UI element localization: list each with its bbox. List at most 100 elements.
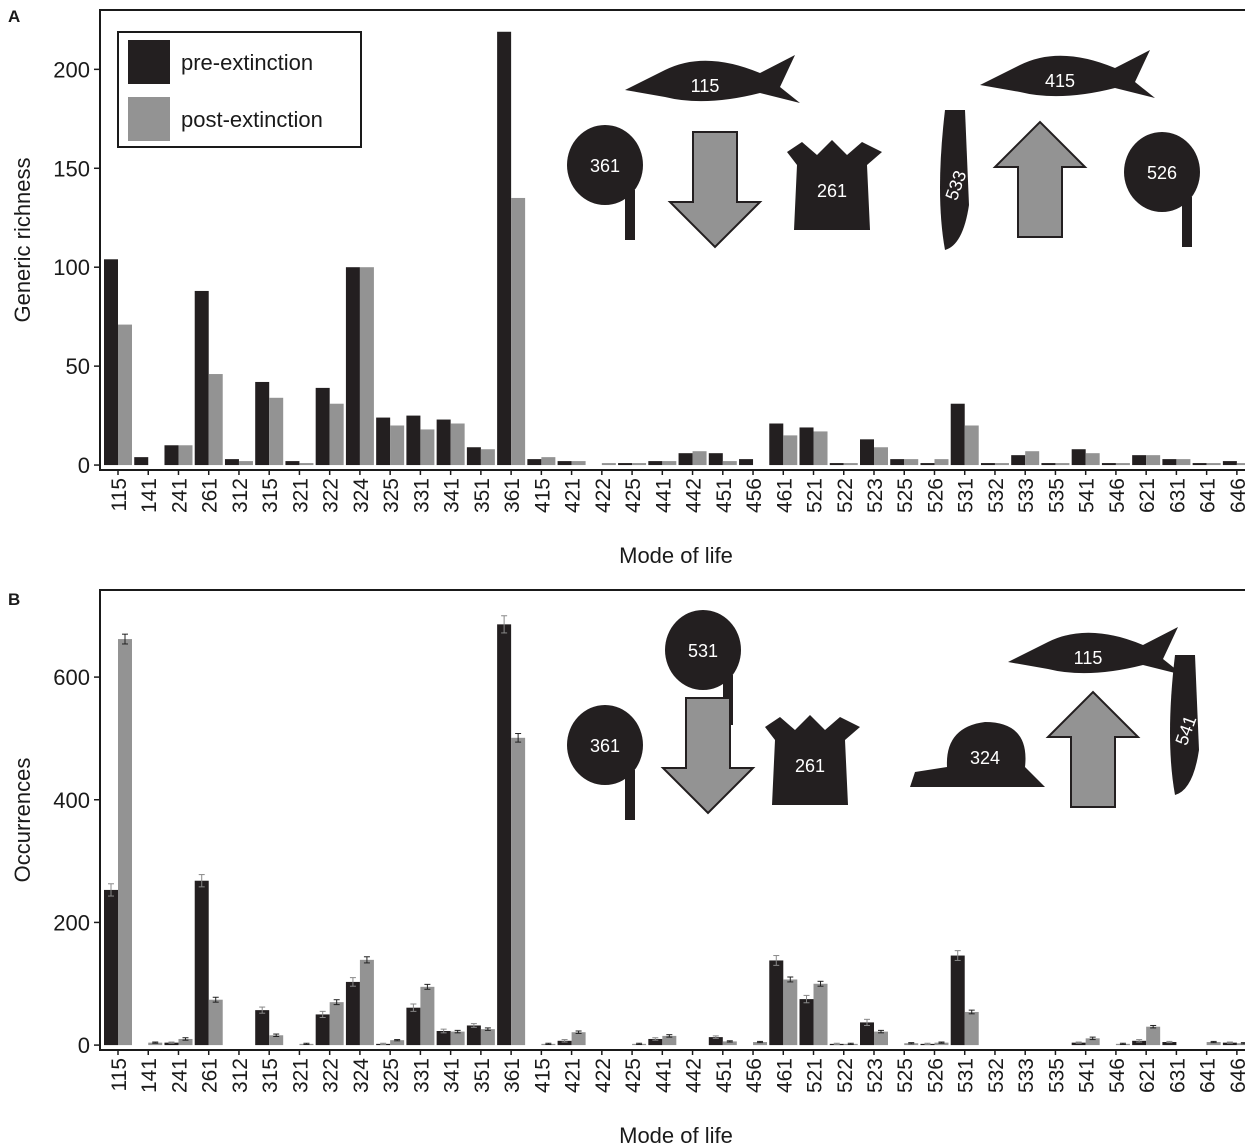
- x-tick-label: 621: [1136, 478, 1159, 513]
- x-axis-label: Mode of life: [619, 1123, 733, 1145]
- bar: [527, 459, 541, 465]
- silhouette: 541: [1170, 655, 1200, 795]
- arrow: [995, 122, 1085, 237]
- x-tick-label: 525: [894, 1058, 917, 1093]
- y-tick-label: 100: [53, 255, 90, 280]
- x-tick-label: 521: [804, 1058, 827, 1093]
- silhouette-label: 115: [691, 76, 720, 96]
- bar: [572, 461, 586, 465]
- bar: [965, 1012, 979, 1045]
- x-tick-label: 441: [652, 1058, 675, 1093]
- bar: [662, 461, 676, 465]
- bar: [467, 447, 481, 465]
- x-tick-label: 646: [1227, 478, 1245, 513]
- x-tick-label: 422: [592, 478, 615, 513]
- silhouette-shape: [625, 770, 635, 820]
- bar: [860, 439, 874, 465]
- page: A050100150200Generic richnessMode of lif…: [0, 0, 1245, 1145]
- bar: [1102, 463, 1116, 465]
- x-tick-label: 522: [834, 478, 857, 513]
- bar: [451, 1032, 465, 1045]
- bar: [602, 463, 616, 465]
- bar: [814, 984, 828, 1045]
- bar: [1176, 459, 1190, 465]
- bar: [965, 425, 979, 465]
- bar: [618, 463, 632, 465]
- bar: [874, 447, 888, 465]
- x-tick-label: 646: [1227, 1058, 1245, 1093]
- error-bar: [1076, 1042, 1082, 1043]
- bar: [541, 457, 555, 465]
- bar: [769, 424, 783, 466]
- silhouette-label: 324: [970, 748, 1000, 768]
- x-tick-label: 521: [804, 478, 827, 513]
- x-tick-label: 456: [743, 478, 766, 513]
- x-tick-label: 324: [350, 478, 373, 513]
- x-tick-label: 241: [168, 1058, 191, 1093]
- bar: [981, 463, 995, 465]
- bar: [648, 461, 662, 465]
- bar: [330, 404, 344, 465]
- bar: [467, 1025, 481, 1045]
- y-axis-label: Occurrences: [10, 758, 35, 883]
- bar: [1025, 451, 1039, 465]
- bar: [104, 259, 118, 465]
- x-tick-label: 442: [683, 1058, 706, 1093]
- arrow: [663, 698, 753, 813]
- silhouette-shape: [1182, 197, 1192, 247]
- x-tick-label: 312: [229, 1058, 252, 1093]
- x-tick-label: 541: [1076, 1058, 1099, 1093]
- x-tick-label: 361: [501, 1058, 524, 1093]
- bar: [1146, 455, 1160, 465]
- legend-label: pre-extinction: [181, 50, 313, 75]
- figure: A050100150200Generic richnessMode of lif…: [0, 0, 1245, 1145]
- x-tick-label: 451: [713, 478, 736, 513]
- bar: [209, 1000, 223, 1045]
- y-tick-label: 200: [53, 57, 90, 82]
- x-tick-label: 533: [1015, 478, 1038, 513]
- panel-label: A: [8, 7, 20, 26]
- x-tick-label: 641: [1197, 478, 1220, 513]
- bar: [783, 979, 797, 1045]
- x-tick-label: 361: [501, 478, 524, 513]
- x-tick-label: 535: [1045, 1058, 1068, 1093]
- bar: [497, 32, 511, 465]
- bar: [739, 459, 753, 465]
- bar: [239, 461, 253, 465]
- silhouette-label: 526: [1147, 163, 1177, 183]
- arrow: [670, 132, 760, 247]
- x-tick-label: 115: [108, 1058, 131, 1091]
- x-tick-label: 422: [592, 1058, 615, 1093]
- bar: [195, 881, 209, 1045]
- x-tick-label: 531: [955, 478, 978, 513]
- x-tick-label: 312: [229, 478, 252, 513]
- legend-swatch: [128, 40, 170, 84]
- x-tick-label: 523: [864, 478, 887, 513]
- bar: [830, 463, 844, 465]
- bar: [104, 890, 118, 1045]
- bar: [1223, 461, 1237, 465]
- silhouette: 115: [625, 55, 800, 103]
- x-tick-label: 532: [985, 1058, 1008, 1093]
- x-tick-label: 526: [924, 1058, 947, 1093]
- x-tick-label: 425: [622, 478, 645, 513]
- panel-label: B: [8, 590, 20, 609]
- y-tick-label: 600: [53, 665, 90, 690]
- y-tick-label: 0: [78, 1033, 90, 1058]
- x-tick-label: 631: [1166, 478, 1189, 513]
- x-tick-label: 425: [622, 1058, 645, 1093]
- x-tick-label: 421: [562, 478, 585, 513]
- x-tick-label: 525: [894, 478, 917, 513]
- bar: [1011, 455, 1025, 465]
- silhouette: 324: [910, 722, 1045, 787]
- y-tick-label: 400: [53, 788, 90, 813]
- x-tick-label: 535: [1045, 478, 1068, 513]
- bar: [178, 445, 192, 465]
- bar: [330, 1002, 344, 1045]
- bar: [360, 267, 374, 465]
- bar: [1116, 463, 1130, 465]
- error-bar: [152, 1042, 158, 1043]
- bar: [1041, 463, 1055, 465]
- bar: [134, 457, 148, 465]
- error-bar: [1227, 1042, 1233, 1043]
